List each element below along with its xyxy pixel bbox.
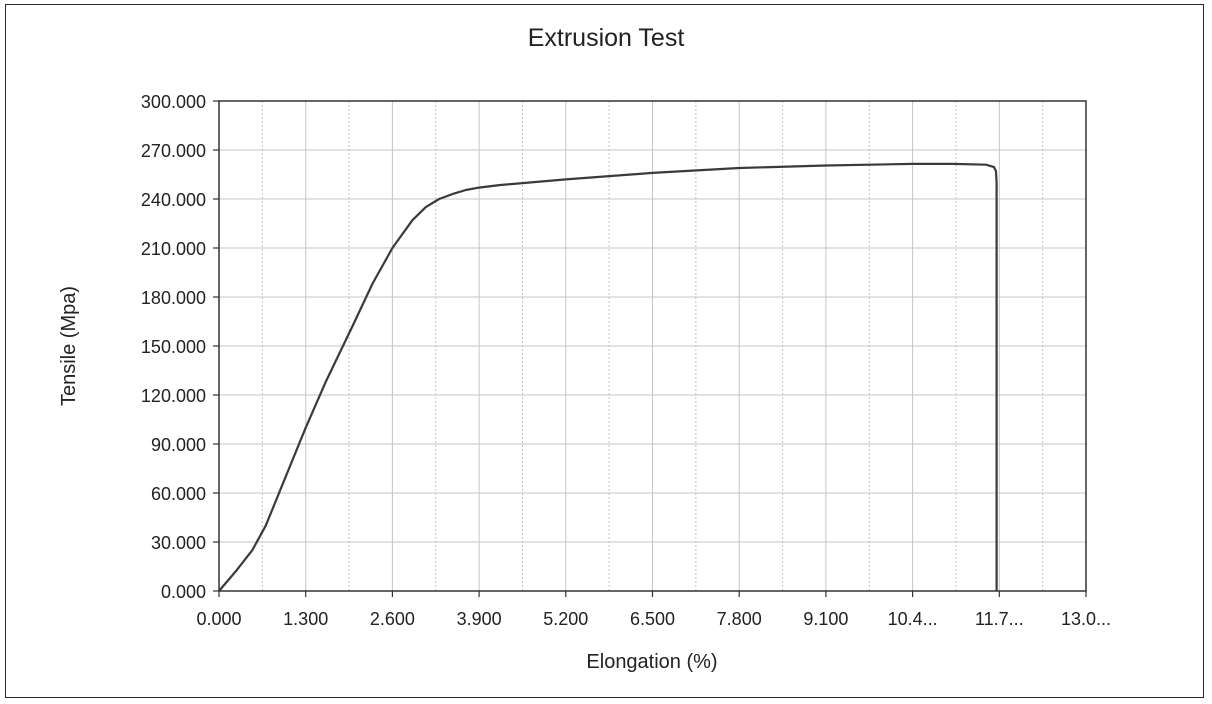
y-tick-labels: 0.000 30.000 60.000 90.000 120.000 150.000 180… <box>141 92 206 602</box>
chart-frame <box>5 4 1204 698</box>
x-tick-label: 13.0... <box>1061 609 1111 629</box>
y-tick-label: 60.000 <box>151 484 206 504</box>
x-tick-label: 11.7... <box>975 609 1024 629</box>
x-tick-label: 9.100 <box>803 609 848 629</box>
grid-lines <box>219 101 1086 591</box>
x-tick-label: 3.900 <box>457 609 502 629</box>
y-tick-label: 150.000 <box>141 337 206 357</box>
axis-ticks <box>213 100 1087 597</box>
y-axis-label: Tensile (Mpa) <box>58 286 80 406</box>
y-tick-label: 210.000 <box>141 239 206 259</box>
y-tick-label: 90.000 <box>151 435 206 455</box>
x-tick-labels: 0.000 1.300 2.600 3.900 5.200 6.500 7.800 9.100… <box>196 609 1111 629</box>
x-tick-label: 5.200 <box>543 609 588 629</box>
x-axis-label: Elongation (%) <box>586 651 717 673</box>
chart-title: Extrusion Test <box>528 24 685 52</box>
x-tick-label: 0.000 <box>196 609 241 629</box>
x-tick-label: 1.300 <box>283 609 328 629</box>
x-tick-label: 10.4... <box>888 609 938 629</box>
y-tick-label: 180.000 <box>141 288 206 308</box>
x-tick-label: 6.500 <box>630 609 675 629</box>
y-tick-label: 240.000 <box>141 190 206 210</box>
y-tick-label: 30.000 <box>151 533 206 553</box>
x-tick-label: 7.800 <box>717 609 762 629</box>
y-tick-label: 270.000 <box>141 141 206 161</box>
series-line <box>218 162 998 592</box>
y-tick-label: 0.000 <box>161 582 206 602</box>
plot-area <box>218 100 1087 592</box>
y-tick-label: 120.000 <box>141 386 206 406</box>
y-tick-label: 300.000 <box>141 92 206 112</box>
x-tick-label: 2.600 <box>370 609 415 629</box>
